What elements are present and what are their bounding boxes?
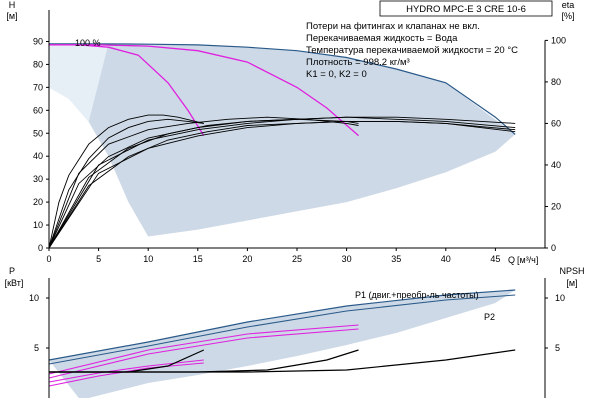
power-y-label: P: [9, 266, 15, 276]
note-density: Плотность = 998.2 кг/м³: [306, 57, 410, 68]
p1-curve: [48, 289, 516, 361]
qh-y2-tick-label: 0: [551, 243, 556, 253]
qh-x-tick-label: 45: [490, 254, 500, 264]
eta-curve-3: [48, 116, 359, 249]
qh-y-tick-label: 30: [33, 174, 43, 184]
qh-y2-tick-label: 40: [551, 160, 561, 170]
eta-curve-1: [48, 114, 204, 249]
power-pump-curve-4: [48, 328, 359, 379]
eta-curve-7: [48, 116, 516, 249]
qh-axes: 0 10 20 30 40 50 60 70 80 90 0 20 40 60 80 100 0 5 10 15 20 2…: [33, 10, 566, 264]
qh-x-tick-label: 5: [96, 254, 101, 264]
qh-y-tick-label: 0: [38, 243, 43, 253]
qh-x-tick-label: 30: [342, 254, 352, 264]
qh-x-tick-label: 0: [46, 254, 51, 264]
qh-x-tick-label: 35: [391, 254, 401, 264]
chart-title: HYDRO MPC-E 3 CRE 10-6: [406, 4, 526, 15]
qh-y-tick-label: 80: [33, 59, 43, 69]
qh-y2-unit: [%]: [561, 11, 574, 21]
legend-p1: P1 (двиг.+преобр-ль частоты): [355, 290, 479, 300]
qh-y-tick-label: 40: [33, 151, 43, 161]
qh-y-tick-label: 10: [33, 220, 43, 230]
qh-y2-label: eta: [562, 0, 575, 10]
qh-x-tick-label: 25: [292, 254, 302, 264]
npsh-y2-unit: [м]: [566, 278, 577, 288]
speed-annotation: 100 %: [75, 38, 101, 48]
qh-x-tick-label: 10: [143, 254, 153, 264]
qh-y2-tick-label: 20: [551, 201, 561, 211]
npsh-y2-label: NPSH: [559, 266, 584, 276]
qh-panel: 0 10 20 30 40 50 60 70 80 90 0 20 40 60 80 100 0 5 10 15 20 2…: [6, 0, 574, 265]
eta-curve-2: [48, 118, 204, 249]
qh-x-tick-label: 40: [441, 254, 451, 264]
power-y-tick-label: 5: [34, 343, 39, 353]
eta-curve-8: [48, 120, 516, 249]
qh-envelope-light-region: [49, 43, 109, 122]
note-fittings: Потери на фитингах и клапанах не вкл.: [306, 21, 480, 32]
qh-y2-tick-label: 80: [551, 77, 561, 87]
qh-x-label: Q: [508, 255, 515, 265]
qh-y-tick-label: 20: [33, 197, 43, 207]
title-box: [379, 0, 553, 17]
eta-curve-5: [48, 116, 516, 249]
qh-x-unit: [м³/ч]: [517, 255, 538, 265]
power-axes: 5 10 5 10: [29, 278, 565, 398]
qh-operating-envelope: [49, 43, 516, 237]
qh-y-tick-label: 70: [33, 82, 43, 92]
note-temperature: Температура перекачиваемой жидкости = 20…: [306, 45, 518, 56]
note-coefficients: K1 = 0, K2 = 0: [306, 69, 367, 80]
qh-y2-tick-label: 60: [551, 118, 561, 128]
qh-y-label: H: [9, 0, 16, 10]
qh-y2-tick-label: 100: [551, 35, 566, 45]
qh-plot-area: [48, 43, 516, 249]
npsh-y2-tick-label: 5: [555, 343, 560, 353]
power-plot-area: [48, 289, 516, 398]
legend-p2: P2: [484, 312, 495, 322]
notes-block: Потери на фитингах и клапанах не вкл. Пе…: [306, 21, 518, 80]
qh-y-tick-label: 60: [33, 105, 43, 115]
npsh-curve-3: [49, 349, 516, 373]
qh-pump-curve-2: [49, 44, 359, 137]
qh-x-tick-label: 20: [242, 254, 252, 264]
qh-max-curve: [49, 43, 516, 135]
p2-curve: [48, 294, 516, 365]
power-pump-curve-3: [48, 324, 359, 375]
power-y-unit: [кВт]: [5, 278, 24, 288]
power-panel: 5 10 5 10 P [кВт] NPSH [м] P1 (двиг.+преобр…: [5, 266, 585, 398]
qh-x-tick-label: 15: [193, 254, 203, 264]
qh-y-tick-label: 90: [33, 36, 43, 46]
power-y-tick-label: 10: [29, 293, 39, 303]
qh-y-unit: [м]: [6, 11, 17, 21]
qh-y-tick-label: 50: [33, 128, 43, 138]
power-operating-envelope: [49, 290, 516, 398]
note-liquid: Перекачиваемая жидкость = Вода: [306, 33, 458, 44]
npsh-y2-tick-label: 10: [555, 293, 565, 303]
